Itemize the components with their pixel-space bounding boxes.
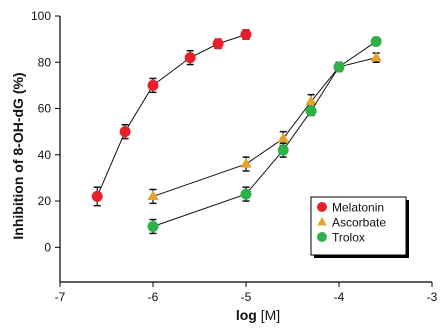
data-point-ascorbate [370, 51, 382, 62]
x-tick-label: -5 [241, 290, 252, 304]
series-line-ascorbate [152, 57, 377, 197]
data-point-trolox [333, 61, 345, 73]
legend-label-melatonin: Melatonin [332, 201, 384, 215]
data-point-melatonin [240, 29, 252, 41]
x-axis-title-rest: [M] [257, 307, 280, 323]
data-point-melatonin [212, 38, 224, 50]
data-point-trolox [240, 188, 252, 200]
y-tick-label: 100 [31, 9, 51, 23]
data-point-ascorbate [277, 132, 289, 143]
y-tick-label: 80 [38, 55, 52, 69]
data-point-trolox [305, 105, 317, 117]
y-axis-title: Inhibition of 8-OH-dG (%) [10, 72, 26, 239]
legend-marker-ascorbate [317, 217, 327, 226]
x-tick-label: -7 [55, 290, 66, 304]
data-point-trolox [277, 144, 289, 156]
series-melatonin [91, 29, 252, 207]
data-point-ascorbate [147, 190, 159, 201]
legend-label-ascorbate: Ascorbate [332, 216, 386, 230]
x-tick-label: -4 [334, 290, 345, 304]
legend-marker-melatonin [317, 202, 327, 212]
legend-marker-trolox [317, 232, 327, 242]
x-axis-ticks: -7 -6 -5 -4 -3 [55, 282, 438, 304]
series-trolox [147, 35, 382, 235]
legend-label-trolox: Trolox [332, 231, 365, 245]
series-layer [91, 29, 382, 235]
x-axis-title: log [M] [236, 307, 280, 323]
x-tick-label: -6 [148, 290, 159, 304]
data-point-ascorbate [240, 158, 252, 168]
data-point-trolox [147, 220, 159, 232]
data-point-melatonin [91, 190, 103, 202]
x-axis-title-bold: log [236, 307, 257, 323]
data-point-trolox [370, 35, 382, 47]
y-tick-label: 60 [38, 102, 52, 116]
y-tick-label: 0 [44, 240, 51, 254]
data-point-melatonin [184, 52, 196, 64]
data-point-ascorbate [305, 95, 317, 106]
data-point-melatonin [147, 79, 159, 91]
y-tick-label: 40 [38, 148, 52, 162]
x-tick-label: -3 [427, 290, 438, 304]
y-axis-ticks: 0 20 40 60 80 100 [31, 9, 60, 254]
series-line-trolox [152, 41, 377, 227]
data-point-melatonin [119, 126, 131, 138]
y-tick-label: 20 [38, 194, 52, 208]
series-ascorbate [147, 51, 382, 205]
